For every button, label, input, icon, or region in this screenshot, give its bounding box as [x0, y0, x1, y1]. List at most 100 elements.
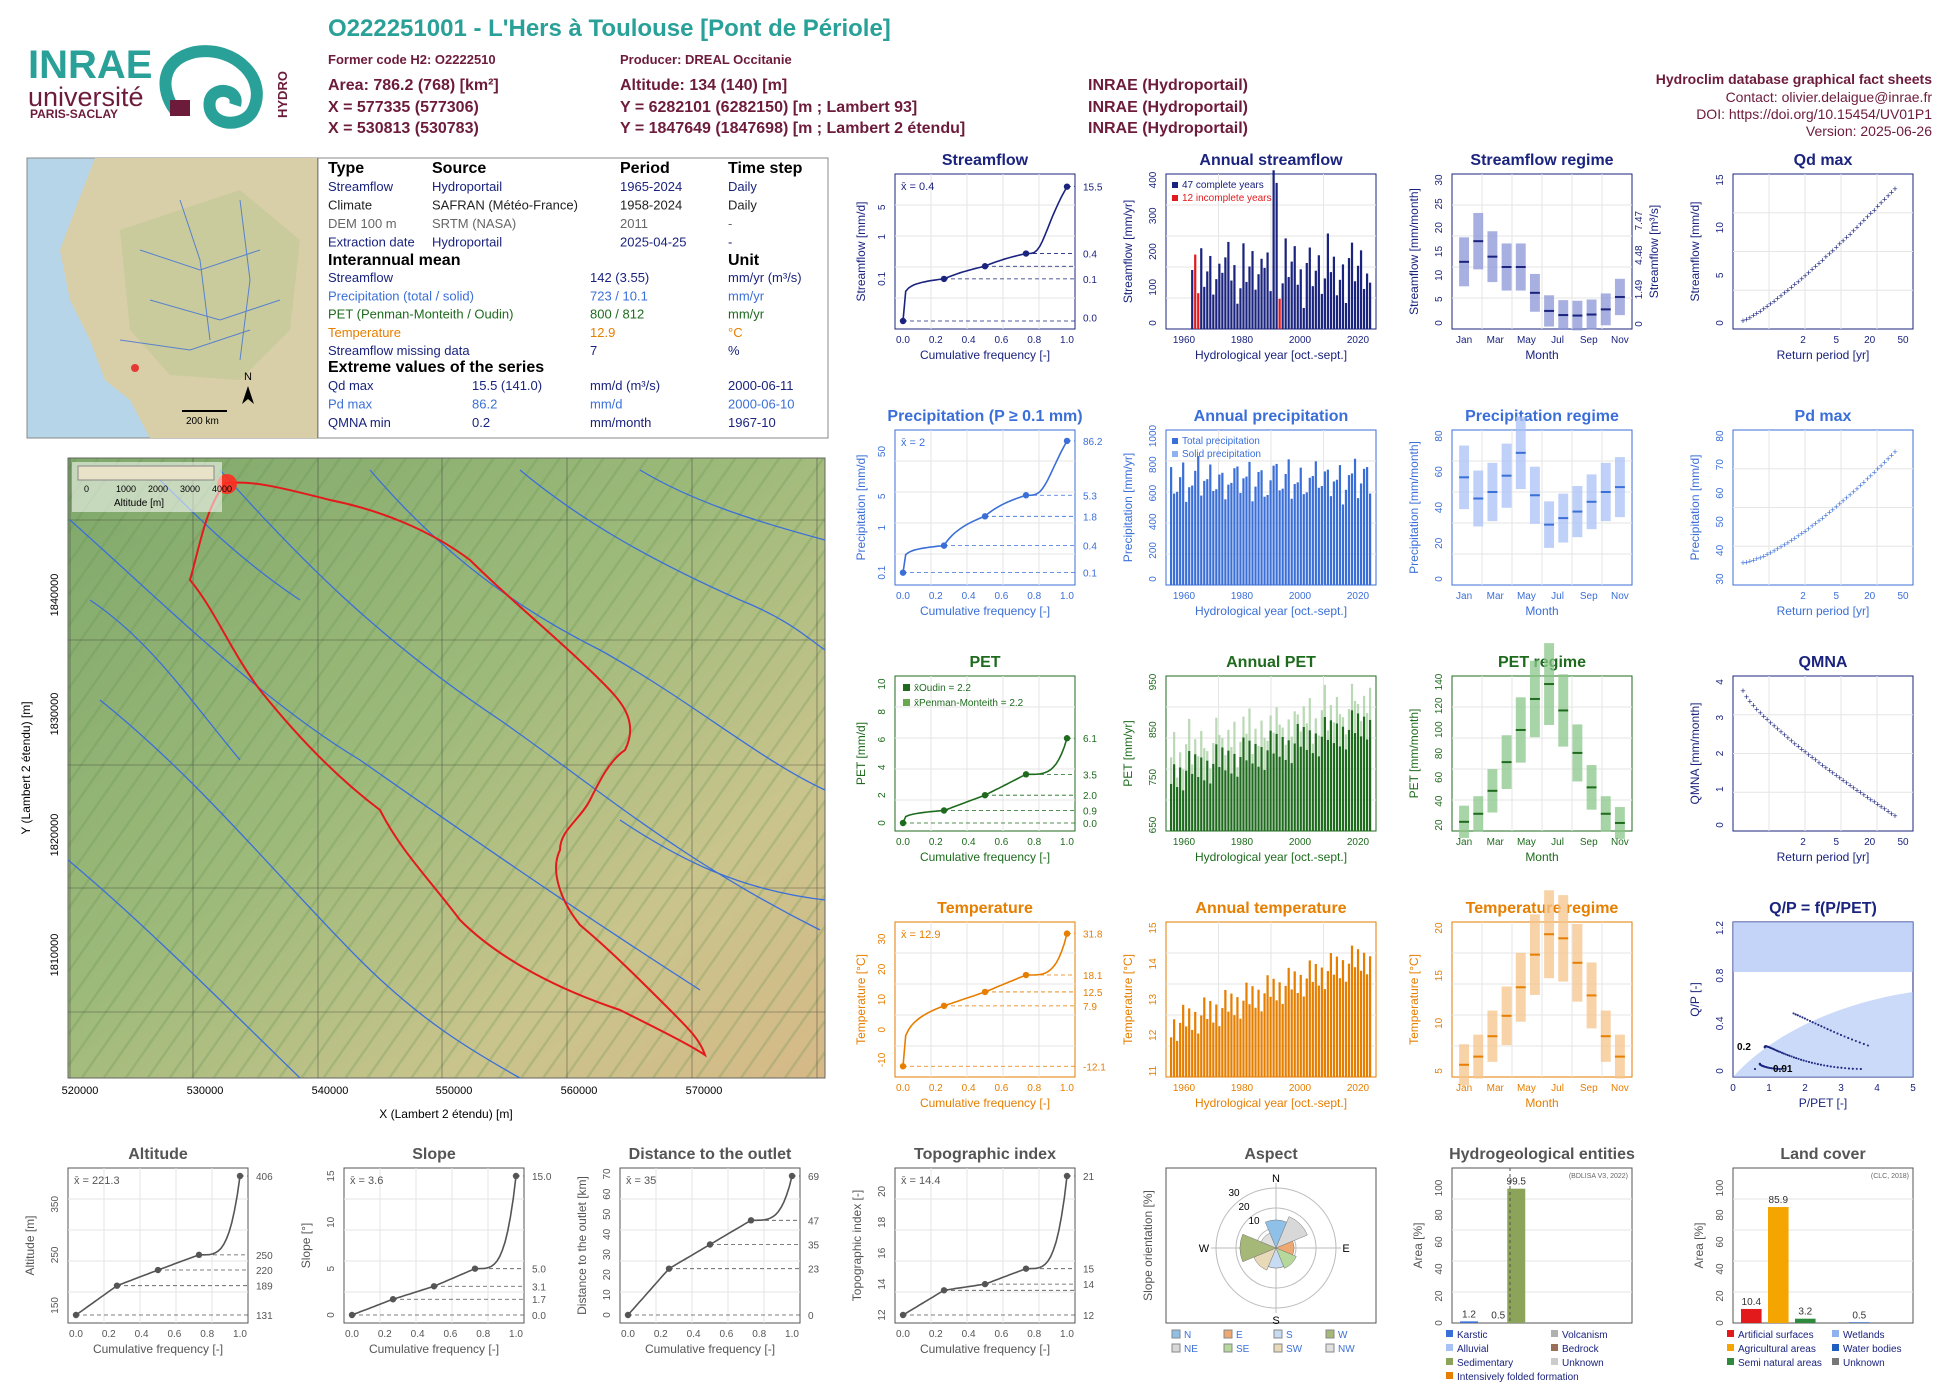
qp-point	[1858, 1041, 1861, 1044]
annual-bar	[1275, 1000, 1278, 1077]
aspect-sector	[1260, 1232, 1277, 1249]
annual-bar	[1308, 247, 1311, 329]
y-tick-label: 600	[1148, 484, 1159, 501]
plot-frame	[894, 173, 1076, 330]
legend-swatch	[1551, 1358, 1558, 1365]
legend-swatch	[1172, 182, 1178, 188]
fdc-point	[981, 1280, 989, 1288]
annual-bar	[1197, 456, 1200, 585]
legend-entry: SW	[1286, 1344, 1303, 1355]
page-title: O222251001 - L'Hers à Toulouse [Pont de …	[328, 15, 891, 42]
annual-bar	[1281, 1003, 1284, 1077]
x-tick-label: 0	[1730, 1083, 1736, 1094]
fdc-point	[72, 1311, 80, 1319]
database-title: Hydroclim database graphical fact sheets	[1656, 71, 1932, 87]
fdc-point	[940, 807, 948, 814]
annual-bar	[1209, 255, 1212, 329]
qp-point	[1817, 1023, 1820, 1026]
qp-annotation: 0.2	[1737, 1042, 1751, 1053]
annual-bar-light	[1170, 757, 1173, 784]
return-period-point: +	[1747, 557, 1752, 567]
panel-altitude_fdc: Altitude 406 250 220 189 131 x̄ = 221.3 0.0 0.2 0…	[23, 1146, 273, 1356]
legend-swatch	[1446, 1372, 1453, 1379]
return-period-point: +	[1879, 198, 1884, 208]
return-period-point: +	[1816, 259, 1821, 269]
y-tick-label: 20	[877, 1185, 888, 1197]
return-period-point: +	[1872, 468, 1877, 478]
x-tick-label: 2000	[1289, 837, 1312, 848]
map-xtick: 530000	[187, 1085, 224, 1097]
annual-bar	[1293, 484, 1296, 585]
qp-point	[1806, 1018, 1809, 1021]
mean-unit: °C	[728, 325, 743, 340]
x-tick-label: 0.2	[929, 335, 943, 346]
y-tick-label: 200	[1148, 243, 1159, 260]
y-tick-label: 15	[326, 1170, 337, 1182]
qp-point	[1768, 1066, 1771, 1069]
annual-bar	[1299, 974, 1302, 1077]
legend-entry: Unknown	[1562, 1358, 1604, 1369]
y-tick-label: 40	[1434, 502, 1445, 514]
fdc-point	[747, 1217, 755, 1224]
chart-title: Annual PET	[1226, 654, 1316, 671]
annual-bar	[1191, 1029, 1194, 1077]
bar-value-label: 1.2	[1462, 1309, 1476, 1320]
legend-entry: x̄Oudin = 2.2	[914, 683, 971, 694]
catchment-boundary	[188, 481, 707, 1058]
source-3: INRAE (Hydroportail)	[1088, 120, 1248, 137]
annual-bar	[1233, 753, 1236, 831]
x-tick-label: 20	[1864, 335, 1876, 346]
return-period-point: +	[1813, 519, 1818, 529]
annual-bar	[1200, 1015, 1203, 1077]
aspect-ring-label: 30	[1228, 1188, 1240, 1199]
annual-bar-light	[1188, 718, 1191, 751]
annual-bar-light	[1299, 731, 1302, 747]
aspect-direction-label: E	[1342, 1243, 1349, 1255]
y-axis-label: Streamflow [mm/yr]	[1121, 200, 1135, 303]
x-tick-label: 20	[1864, 591, 1876, 602]
annual-bar	[1344, 981, 1348, 1077]
right-tick-label: 5.0	[532, 1265, 546, 1276]
annual-bar	[1179, 767, 1182, 831]
fdc-point	[1022, 250, 1030, 257]
annual-bar	[1230, 773, 1233, 831]
y-tick-label: 70	[1715, 459, 1726, 471]
annual-bar	[1275, 463, 1278, 585]
y-tick-label: 80	[1434, 430, 1445, 442]
return-period-point: +	[1847, 490, 1852, 500]
return-period-point: +	[1785, 733, 1790, 743]
x-axis-label: Month	[1525, 850, 1558, 864]
annual-bar	[1263, 769, 1266, 831]
y-axis-label: Area [%]	[1411, 1222, 1425, 1268]
x-tick-label: 20	[1864, 837, 1876, 848]
annual-bar	[1191, 270, 1194, 329]
annual-bar	[1284, 985, 1287, 1077]
x-tick-label: Nov	[1611, 591, 1629, 602]
annual-bar-light	[1176, 777, 1179, 788]
return-period-point: +	[1885, 191, 1890, 201]
bar-value-label: 10.4	[1742, 1297, 1762, 1308]
return-period-point: +	[1820, 255, 1825, 265]
map-xtick: 540000	[312, 1085, 349, 1097]
mean-unit: %	[728, 343, 740, 358]
panel-topo_fdc: Topographic index 21 15 14 12 x̄ = 14.4 0.0 0.2…	[850, 1146, 1095, 1356]
annual-bar	[1272, 465, 1275, 585]
panel-temp_regime: Temperature regime Jan Mar May Jul Sep Nov Mont…	[1407, 890, 1633, 1110]
map-xtick: 520000	[62, 1085, 99, 1097]
annual-bar	[1248, 266, 1251, 329]
x-tick-label: 1.0	[785, 1329, 799, 1340]
y-tick-label: 14	[1148, 958, 1159, 970]
y-tick-label: 0	[1715, 1320, 1726, 1326]
x-tick-label: Nov	[1611, 837, 1629, 848]
x-tick-label: 0.4	[962, 335, 976, 346]
annual-bar	[1332, 256, 1336, 329]
y-axis-label: Streamflow [mm/month]	[1407, 188, 1421, 315]
annual-bar	[1362, 288, 1366, 329]
annual-bar	[1323, 716, 1326, 831]
return-period-point: +	[1841, 496, 1846, 506]
map-axes: 520000 530000 540000 550000 560000 570000 1840…	[49, 574, 722, 1097]
x-tick-label: 5	[1910, 1083, 1916, 1094]
y-axis-label: Altitude [m]	[23, 1215, 37, 1275]
annual-bar	[1251, 251, 1254, 329]
y-tick-label: 40	[1434, 1263, 1445, 1275]
